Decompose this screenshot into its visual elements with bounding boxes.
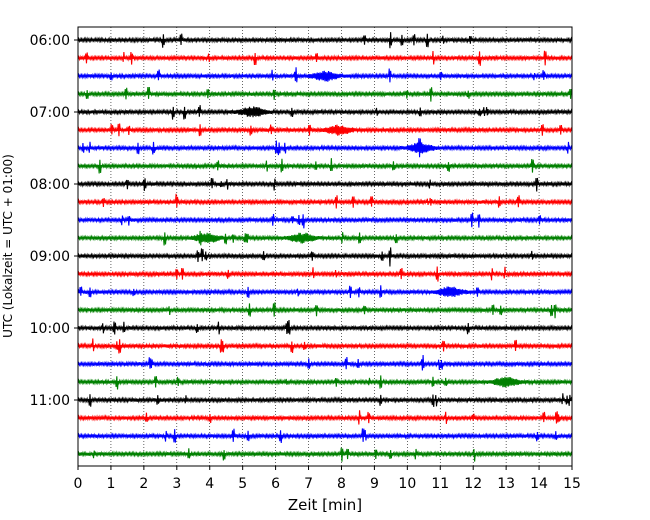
- trace-line: [77, 247, 573, 267]
- trace-line: [77, 428, 573, 444]
- x-tick-label: 9: [370, 476, 379, 492]
- trace-line: [77, 50, 573, 66]
- trace-line: [77, 138, 573, 158]
- trace-line: [77, 285, 573, 299]
- trace-line: [77, 32, 573, 49]
- y-axis-label: UTC (Lokalzeit = UTC + 01:00): [1, 154, 15, 338]
- trace-line: [77, 177, 573, 192]
- x-tick-label: 4: [205, 476, 214, 492]
- x-tick-label: 1: [106, 476, 115, 492]
- y-axis-ticks: 06:00 07:00 08:00 09:00 10:00 11:00: [30, 33, 78, 409]
- trace-line: [77, 193, 573, 209]
- x-tick-label: 3: [172, 476, 181, 492]
- y-tick-label: 09:00: [30, 249, 70, 265]
- trace-line: [77, 319, 573, 335]
- y-tick-label: 07:00: [30, 105, 70, 121]
- plot-frame: [77, 26, 573, 467]
- trace-series: [77, 32, 573, 462]
- x-tick-label: 5: [238, 476, 247, 492]
- trace-line: [77, 158, 573, 174]
- x-tick-label: 12: [464, 476, 482, 492]
- trace-line: [77, 266, 573, 282]
- y-tick-label: 08:00: [30, 177, 70, 193]
- trace-line: [77, 230, 573, 246]
- x-tick-label: 0: [74, 476, 83, 492]
- trace-line: [77, 86, 573, 102]
- x-tick-label: 7: [304, 476, 313, 492]
- trace-line: [77, 447, 573, 462]
- trace-line: [77, 67, 573, 83]
- trace-line: [77, 375, 573, 390]
- y-tick-label: 10:00: [30, 321, 70, 337]
- trace-line: [77, 105, 573, 120]
- x-tick-label: 15: [563, 476, 581, 492]
- trace-line: [77, 338, 573, 354]
- x-tick-label: 8: [337, 476, 346, 492]
- x-axis-ticks: 0 1 2 3 4 5 6 7 8 9 10 11 12 13 14 15: [74, 466, 581, 492]
- trace-line: [77, 393, 573, 407]
- trace-line: [77, 123, 573, 137]
- trace-line: [77, 410, 573, 425]
- x-tick-label: 6: [271, 476, 280, 492]
- grid-lines: [110, 27, 540, 466]
- x-tick-label: 10: [398, 476, 416, 492]
- x-tick-label: 11: [431, 476, 449, 492]
- trace-line: [77, 212, 573, 229]
- x-axis-label: Zeit [min]: [288, 496, 362, 514]
- trace-line: [77, 355, 573, 371]
- trace-line: [77, 302, 573, 319]
- y-tick-label: 11:00: [30, 393, 70, 409]
- x-tick-label: 14: [530, 476, 548, 492]
- x-tick-label: 2: [139, 476, 148, 492]
- y-tick-label: 06:00: [30, 33, 70, 49]
- x-tick-label: 13: [497, 476, 515, 492]
